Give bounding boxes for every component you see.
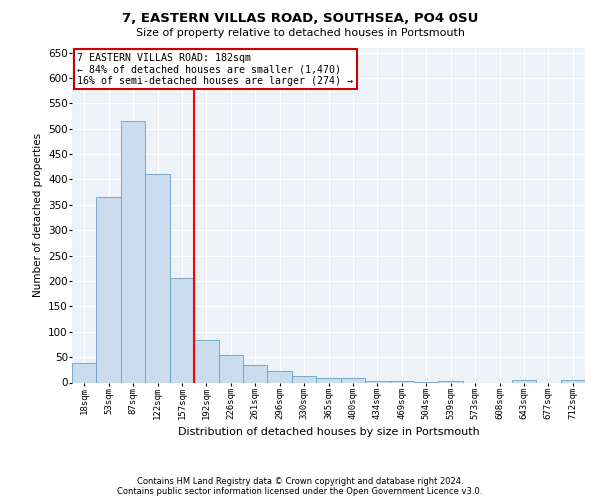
Bar xyxy=(341,378,365,382)
Bar xyxy=(194,340,218,382)
X-axis label: Distribution of detached houses by size in Portsmouth: Distribution of detached houses by size … xyxy=(178,427,479,437)
Text: Contains HM Land Registry data © Crown copyright and database right 2024.: Contains HM Land Registry data © Crown c… xyxy=(137,477,463,486)
Bar xyxy=(365,381,389,382)
Text: 7, EASTERN VILLAS ROAD, SOUTHSEA, PO4 0SU: 7, EASTERN VILLAS ROAD, SOUTHSEA, PO4 0S… xyxy=(122,12,478,26)
Y-axis label: Number of detached properties: Number of detached properties xyxy=(32,133,43,297)
Bar xyxy=(512,380,536,382)
Bar xyxy=(97,197,121,382)
Bar xyxy=(316,378,341,382)
Bar xyxy=(389,381,414,382)
Bar xyxy=(218,354,243,382)
Text: 7 EASTERN VILLAS ROAD: 182sqm
← 84% of detached houses are smaller (1,470)
16% o: 7 EASTERN VILLAS ROAD: 182sqm ← 84% of d… xyxy=(77,52,353,86)
Bar xyxy=(560,380,585,382)
Text: Contains public sector information licensed under the Open Government Licence v3: Contains public sector information licen… xyxy=(118,487,482,496)
Bar xyxy=(121,121,145,382)
Bar xyxy=(439,381,463,382)
Bar xyxy=(145,174,170,382)
Bar xyxy=(292,376,316,382)
Bar xyxy=(268,372,292,382)
Text: Size of property relative to detached houses in Portsmouth: Size of property relative to detached ho… xyxy=(136,28,464,38)
Bar xyxy=(72,363,97,382)
Bar xyxy=(243,364,268,382)
Bar xyxy=(170,278,194,382)
